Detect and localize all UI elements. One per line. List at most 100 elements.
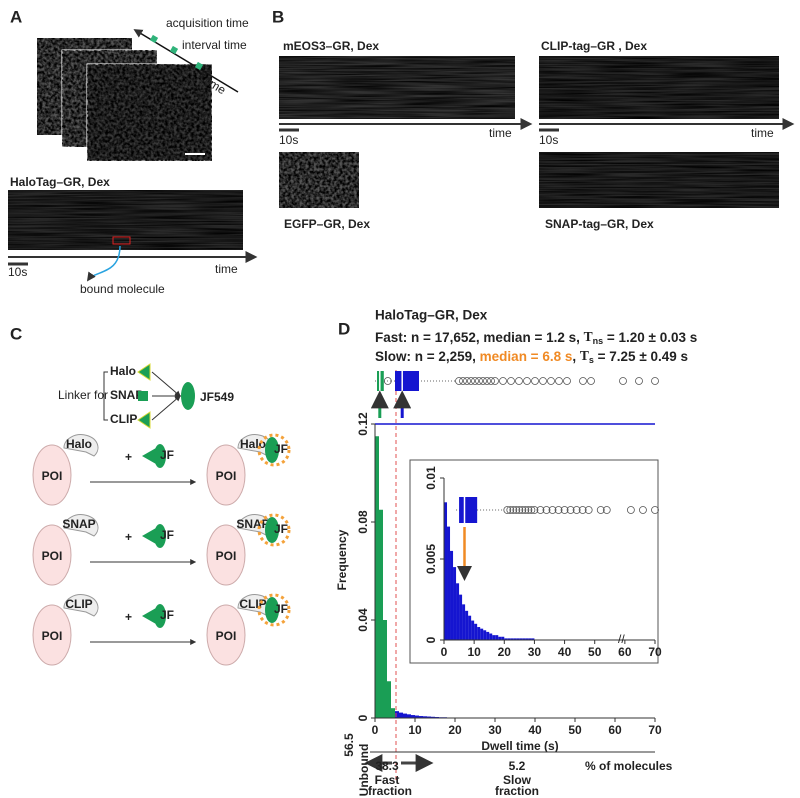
panel-label: B: [272, 7, 284, 26]
inset-bar: [507, 638, 511, 640]
scale-label: 10s: [539, 133, 558, 147]
inset-bar: [465, 610, 469, 640]
linker-shape: [137, 411, 151, 429]
bar: [403, 713, 407, 718]
bar: [387, 681, 391, 718]
poi-label: POI: [216, 549, 237, 563]
dye-label: JF549: [200, 390, 234, 404]
panel-title: mEOS3–GR, Dex: [283, 39, 379, 53]
bar: [411, 715, 415, 718]
inset-x-tick-label: 70: [648, 645, 662, 659]
outlier: [507, 377, 515, 385]
x-tick-label: 10: [408, 723, 422, 737]
inset-bar: [498, 636, 502, 640]
poi-label: POI: [42, 549, 63, 563]
poi-label: POI: [216, 469, 237, 483]
outlier: [602, 506, 611, 514]
dye-shape: [265, 517, 279, 543]
outlier: [524, 506, 533, 514]
bar: [407, 714, 411, 718]
stats-text: s: [589, 355, 594, 365]
tag-label: SNAP: [236, 517, 269, 531]
tag-label: SNAP: [110, 388, 143, 402]
linker-shape: [142, 448, 156, 464]
dye-shape: [265, 437, 279, 463]
poi: [32, 524, 72, 586]
dye-shape: [181, 382, 195, 410]
outlier: [509, 506, 518, 514]
stats-fast: Fast: n = 17,652, median = 1.2 s, Tns = …: [375, 329, 697, 346]
inset-bar: [468, 615, 472, 640]
fluorescence: [257, 433, 291, 467]
jf-label: JF: [274, 442, 288, 456]
bar: [379, 509, 383, 718]
y-tick-label: 0.04: [356, 608, 370, 632]
outlier: [503, 506, 512, 514]
axis-label: time: [751, 126, 774, 140]
inset-bar: [456, 583, 460, 640]
fraction-label: Fast: [375, 773, 400, 787]
inset-bar: [513, 638, 517, 640]
kymograph-texture: [539, 56, 779, 119]
inset-bar: [450, 550, 454, 640]
dye-shape: [154, 604, 166, 628]
histogram-panel: 0 10 20 30 40 50 60 70 0 0.04 0.08 0.12 Dwell time (…: [335, 370, 673, 798]
outlier: [467, 377, 475, 385]
inset-bar: [447, 526, 451, 640]
outlier: [596, 506, 605, 514]
scale-label: 10s: [8, 265, 27, 279]
panel-title: EGFP–GR, Dex: [284, 217, 370, 231]
x-tick-label: 20: [448, 723, 462, 737]
poi: [206, 444, 246, 506]
outlier: [475, 377, 483, 385]
tag-label: Halo: [110, 364, 136, 378]
inset-x-tick-label: 10: [467, 645, 481, 659]
bar: [415, 715, 419, 718]
axis-label: time: [215, 262, 238, 276]
stats-text: Slow: n = 2,259,: [375, 349, 480, 364]
kymograph-texture: [279, 56, 515, 119]
bar: [419, 716, 423, 718]
inset-x-tick-label: 50: [588, 645, 602, 659]
outlier: [587, 377, 595, 385]
outlier: [515, 506, 524, 514]
stats-text: median = 6.8 s: [480, 349, 573, 364]
outlier: [539, 377, 547, 385]
outlier: [491, 377, 499, 385]
kymograph-texture: [539, 152, 779, 208]
inset-bar: [459, 594, 463, 640]
outlier: [579, 377, 587, 385]
outlier: [506, 506, 515, 514]
inset-bar: [483, 630, 487, 640]
fraction-label: Unbound: [357, 744, 371, 797]
label: Linker for: [58, 388, 108, 402]
tag-label: CLIP: [239, 597, 266, 611]
kymograph-texture: [279, 152, 359, 208]
y-axis-label: Frequency: [335, 529, 349, 590]
outlier: [527, 506, 536, 514]
poi: [206, 604, 246, 666]
bar: [399, 712, 403, 718]
stats-text: T: [580, 348, 589, 363]
fraction-value: 5.2: [509, 759, 526, 773]
tag-label: CLIP: [110, 412, 137, 426]
rect: [149, 34, 159, 44]
jf-label: JF: [160, 528, 174, 542]
poi: [32, 444, 72, 506]
tag-shape: [63, 594, 99, 617]
dye-shape: [154, 524, 166, 548]
jf-label: JF: [274, 522, 288, 536]
jf-label: JF: [274, 602, 288, 616]
outlier: [651, 506, 659, 514]
inset-y-tick-label: 0.005: [424, 544, 438, 574]
fraction-label: fraction: [495, 784, 539, 798]
axis-break: //: [618, 632, 625, 646]
connector: [151, 371, 181, 397]
plus: +: [125, 450, 132, 464]
inset-x-tick-label: 30: [528, 645, 542, 659]
chart-title: HaloTag–GR, Dex: [375, 308, 488, 323]
x-tick-label: 60: [608, 723, 622, 737]
fluorescence: [257, 513, 291, 547]
inset-bar: [477, 627, 481, 640]
